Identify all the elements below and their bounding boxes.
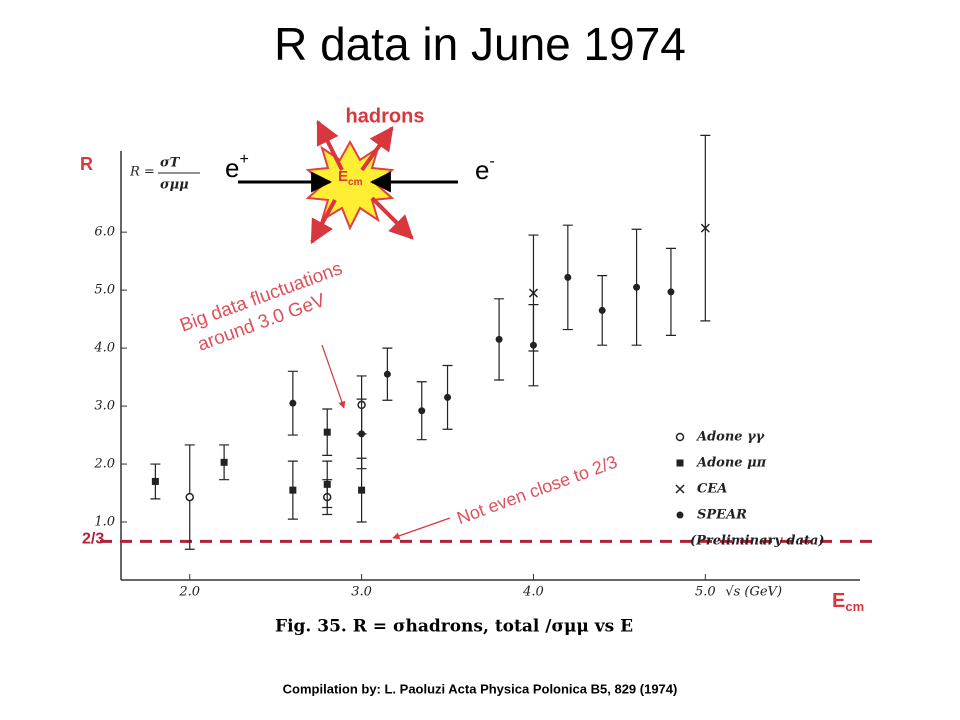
- point: [185, 492, 194, 502]
- point: [358, 430, 366, 438]
- fluct-annotation: Big data fluctuations around 3.0 GeV: [177, 258, 345, 355]
- legend-label: SPEAR: [697, 508, 747, 523]
- point: [676, 511, 684, 519]
- point: [323, 480, 331, 488]
- point: [700, 223, 710, 233]
- y-label-part: R =: [129, 165, 155, 180]
- point: [151, 477, 159, 485]
- point: [289, 399, 297, 407]
- electron-label: e-: [475, 153, 495, 185]
- y-axis-label: R = σT σμμ: [129, 156, 200, 193]
- close-annotation: Not even close to 2/3: [454, 452, 620, 529]
- positron-label: e+: [225, 151, 249, 183]
- legend-note: (Preliminary data): [690, 534, 825, 549]
- x-tick-label: 5.0: [695, 585, 716, 600]
- y-tick-label: 5.0: [94, 283, 115, 298]
- x-tick-label: 4.0: [522, 585, 544, 600]
- point: [289, 486, 297, 494]
- hadrons-label: hadrons: [346, 105, 425, 127]
- arrow: [321, 344, 346, 409]
- point: [383, 370, 391, 378]
- point: [633, 283, 641, 291]
- legend-label: Adone μπ: [695, 456, 767, 471]
- x-tick-label: 2.0: [178, 585, 200, 600]
- point: [220, 458, 228, 466]
- point: [358, 486, 366, 494]
- legend-label: CEA: [697, 482, 727, 497]
- point: [418, 407, 426, 415]
- point: [323, 428, 331, 436]
- y-label-part: σμμ: [160, 178, 189, 193]
- point: [675, 432, 685, 442]
- title: R data in June 1974: [274, 18, 686, 70]
- x-axis-label: √s (GeV): [725, 585, 782, 600]
- footer: Compilation by: L. Paoluzi Acta Physica …: [283, 681, 678, 696]
- legend-label: Adone γγ: [695, 430, 766, 445]
- ecm-label: Ecm: [338, 168, 363, 188]
- point: [528, 288, 538, 298]
- caption: Fig. 35. R = σhadrons, total /σμμ vs E: [275, 617, 633, 637]
- point: [529, 341, 537, 349]
- point: [676, 459, 684, 467]
- y-label-part: σT: [160, 156, 181, 171]
- y-tick-label: 2.0: [93, 457, 115, 472]
- reference-label: 2/3: [82, 531, 104, 548]
- y-tick-label: 3.0: [94, 399, 115, 414]
- x-tick-label: 3.0: [351, 585, 372, 600]
- point: [444, 393, 452, 401]
- y-tick-label: 4.0: [93, 341, 115, 356]
- point: [598, 306, 606, 314]
- y-tick-label: 1.0: [94, 515, 115, 530]
- ecm-axis-label: Ecm: [832, 590, 864, 614]
- point: [564, 273, 572, 281]
- y-tick-label: 6.0: [94, 225, 115, 240]
- arrow: [392, 517, 451, 540]
- plot: 1.0 2.0 3.0 4.0 5.0 6.0 2.0 3.0 4.0 5.0 √s (GeV) R …: [82, 134, 880, 600]
- collision-diagram: hadrons e+ e- Ecm: [225, 105, 495, 245]
- point: [675, 484, 685, 494]
- point: [495, 335, 503, 343]
- r-axis-label: R: [80, 154, 93, 174]
- point: [667, 288, 675, 296]
